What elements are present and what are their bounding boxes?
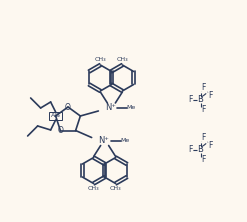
Text: O: O — [57, 126, 63, 135]
Text: Me: Me — [127, 105, 136, 111]
Text: CH₃: CH₃ — [110, 186, 122, 191]
Text: F: F — [208, 141, 212, 149]
Text: B: B — [197, 145, 203, 155]
Text: CH₃: CH₃ — [95, 57, 106, 62]
Text: F: F — [188, 95, 192, 105]
Text: N⁺: N⁺ — [98, 136, 109, 145]
Text: F: F — [201, 105, 205, 113]
Text: CH₃: CH₃ — [117, 57, 128, 62]
Text: O: O — [65, 103, 71, 111]
Text: F: F — [188, 145, 192, 155]
Text: F: F — [208, 91, 212, 99]
Text: CH₃: CH₃ — [88, 186, 100, 191]
Text: F: F — [201, 155, 205, 163]
Text: F: F — [201, 133, 205, 143]
Text: N⁺: N⁺ — [105, 103, 116, 113]
Text: Me: Me — [120, 138, 129, 143]
Text: AlS: AlS — [51, 113, 61, 119]
FancyBboxPatch shape — [49, 112, 62, 120]
Text: B: B — [197, 95, 203, 105]
Text: F: F — [201, 83, 205, 93]
